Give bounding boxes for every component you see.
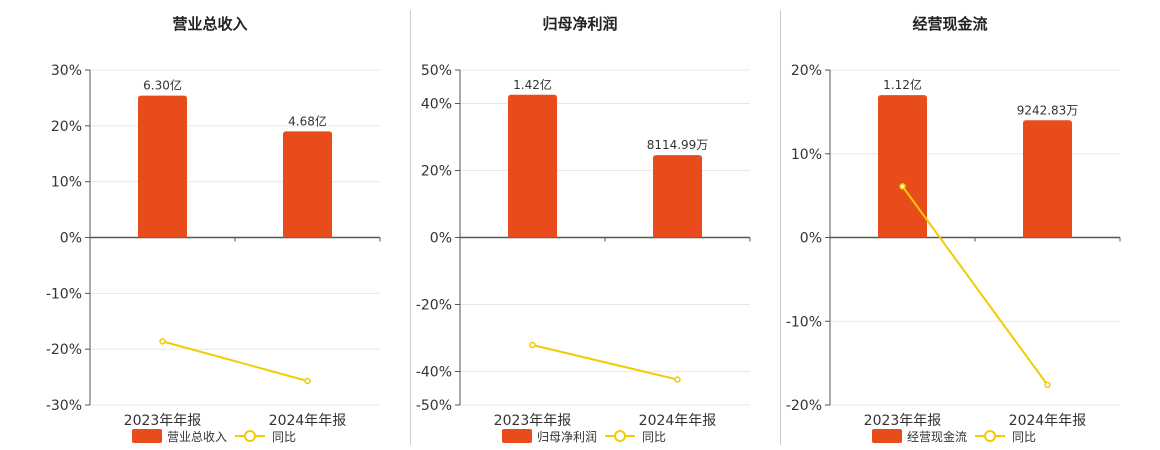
legend-swatch-line-marker	[244, 430, 256, 442]
legend-label-line: 同比	[642, 430, 666, 444]
x-category-label: 2024年年报	[1009, 413, 1087, 429]
bar-data-label: 6.30亿	[143, 78, 182, 93]
bar	[508, 94, 557, 238]
x-category-label: 2024年年报	[639, 413, 717, 429]
yoy-point	[529, 341, 536, 349]
y-tick-label: -20%	[786, 398, 822, 414]
bar-data-label: 4.68亿	[288, 113, 327, 128]
y-tick-label: 10%	[51, 175, 82, 191]
yoy-line	[162, 340, 308, 382]
bar-data-label: 8114.99万	[647, 138, 709, 152]
yoy-point	[674, 376, 681, 383]
bar-data-label: 1.12亿	[883, 77, 922, 92]
yoy-point	[304, 377, 311, 385]
revenue-chart: 营业总收入 30% 20% 10% 0% -10% -20% -30% 6.30亿 2023年年报…	[46, 15, 381, 444]
y-tick-label: 20%	[421, 164, 452, 180]
legend-label-bar: 营业总收入	[167, 430, 227, 444]
y-tick-label: 0%	[430, 231, 452, 247]
x-category-label: 2024年年报	[269, 413, 347, 429]
bar-data-label: 9242.83万	[1017, 103, 1079, 117]
bar	[1023, 120, 1072, 238]
y-tick-label: 0%	[60, 231, 82, 247]
y-tick-label: -20%	[46, 342, 82, 358]
chart-title: 经营现金流	[912, 15, 987, 33]
legend-swatch-bar	[872, 429, 902, 443]
yoy-line	[901, 185, 1049, 386]
x-category-label: 2023年年报	[494, 413, 572, 429]
y-tick-label: -50%	[416, 398, 452, 414]
y-tick-label: 30%	[51, 63, 82, 79]
legend-swatch-line-marker	[614, 430, 626, 442]
panel-divider	[410, 10, 411, 445]
y-tick-label: -40%	[416, 365, 452, 381]
panel-divider	[780, 10, 781, 445]
y-tick-label: -10%	[786, 314, 822, 330]
y-tick-label: 20%	[791, 63, 822, 79]
legend-label-line: 同比	[272, 430, 296, 444]
bar-data-label: 1.42亿	[513, 77, 552, 92]
x-category-label: 2023年年报	[124, 413, 202, 429]
chart-title: 营业总收入	[172, 15, 247, 33]
chart-panel-net-profit: 归母净利润 50% 40% 20% 0% -20% -40% -50% 1.42亿 2023年年报…	[390, 0, 760, 450]
yoy-line	[532, 344, 678, 381]
y-tick-label: -10%	[46, 286, 82, 302]
yoy-point	[1044, 381, 1051, 389]
bar	[878, 95, 927, 238]
y-tick-label: 20%	[51, 119, 82, 135]
yoy-point	[159, 338, 166, 345]
legend-swatch-bar	[502, 429, 532, 443]
cash-flow-chart: 经营现金流 20% 10% 0% -10% -20% 1.12亿 2023年年报 9242.83…	[786, 15, 1121, 444]
legend-label-bar: 归母净利润	[537, 430, 597, 444]
y-tick-label: 0%	[800, 231, 822, 247]
legend-swatch-line-marker	[984, 430, 996, 442]
net-profit-chart: 归母净利润 50% 40% 20% 0% -20% -40% -50% 1.42亿 2023年年报…	[416, 15, 751, 444]
y-tick-label: 40%	[421, 97, 452, 113]
yoy-point	[899, 183, 906, 190]
y-tick-label: -20%	[416, 298, 452, 314]
legend-swatch-bar	[132, 429, 162, 443]
bar	[138, 95, 187, 238]
bar	[283, 131, 332, 238]
chart-panel-revenue: 营业总收入 30% 20% 10% 0% -10% -20% -30% 6.30亿 2023年年报…	[20, 0, 390, 450]
bar	[653, 155, 702, 238]
y-tick-label: 50%	[421, 63, 452, 79]
chart-panel-cash-flow: 经营现金流 20% 10% 0% -10% -20% 1.12亿 2023年年报 9242.83…	[760, 0, 1130, 450]
y-tick-label: -30%	[46, 398, 82, 414]
y-tick-label: 10%	[791, 147, 822, 163]
x-category-label: 2023年年报	[864, 413, 942, 429]
legend-label-line: 同比	[1012, 430, 1036, 444]
legend-label-bar: 经营现金流	[907, 429, 967, 444]
chart-title: 归母净利润	[542, 15, 617, 33]
